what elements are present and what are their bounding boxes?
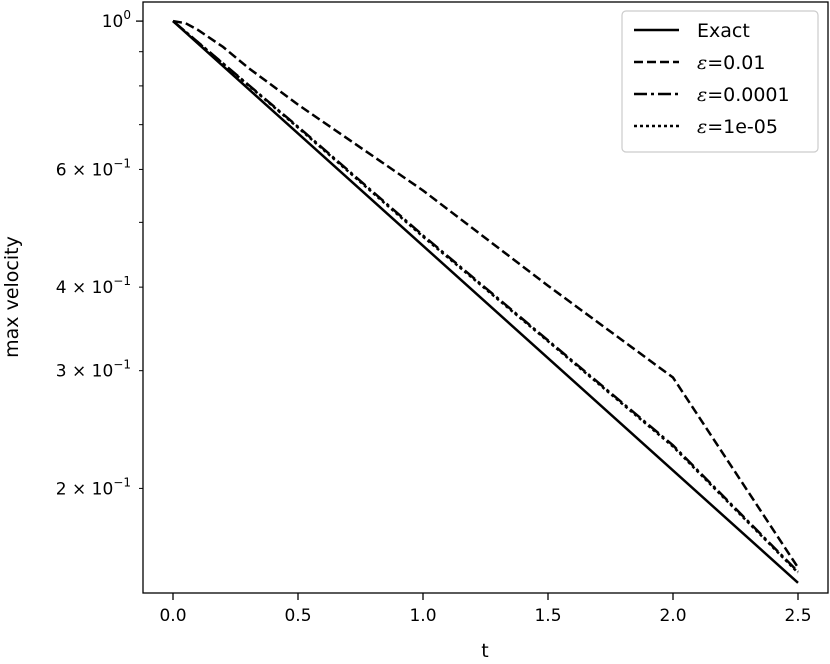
y-axis: 100 2 × 10−1 3 × 10−1 4 × 10−1 6 × 10−1 (56, 8, 143, 499)
x-tick-label-2: 1.0 (409, 606, 436, 626)
x-tick-label-5: 2.5 (784, 606, 811, 626)
y-minor-tick-label-1: 3 × 10−1 (56, 358, 131, 382)
x-tick-label-1: 0.5 (284, 606, 311, 626)
legend-label-1: ε=0.01 (697, 52, 765, 74)
legend: Exact ε=0.01 ε=0.0001 ε=1e-05 (621, 10, 819, 153)
plot-frame (142, 1, 829, 594)
series-lines (172, 19, 800, 584)
legend-box (621, 10, 819, 153)
y-axis-label: max velocity (1, 236, 23, 358)
legend-label-0: Exact (697, 20, 750, 42)
x-axis: 0.0 0.5 1.0 1.5 2.0 2.5 (159, 593, 812, 626)
y-major-tick-label-0: 100 (102, 8, 131, 32)
y-minor-tick-label-0: 2 × 10−1 (56, 475, 131, 499)
x-tick-label-0: 0.0 (159, 606, 186, 626)
legend-label-3: ε=1e-05 (697, 116, 778, 138)
y-minor-tick-label-3: 6 × 10−1 (56, 156, 131, 180)
series-line-1 (172, 19, 800, 569)
x-tick-label-3: 1.5 (534, 606, 561, 626)
legend-label-2: ε=0.0001 (697, 84, 790, 106)
y-minor-tick-label-2: 4 × 10−1 (56, 274, 131, 298)
x-axis-label: t (481, 640, 488, 662)
x-tick-label-4: 2.0 (659, 606, 686, 626)
series-line-0 (172, 20, 799, 584)
series-line-3 (172, 20, 799, 574)
